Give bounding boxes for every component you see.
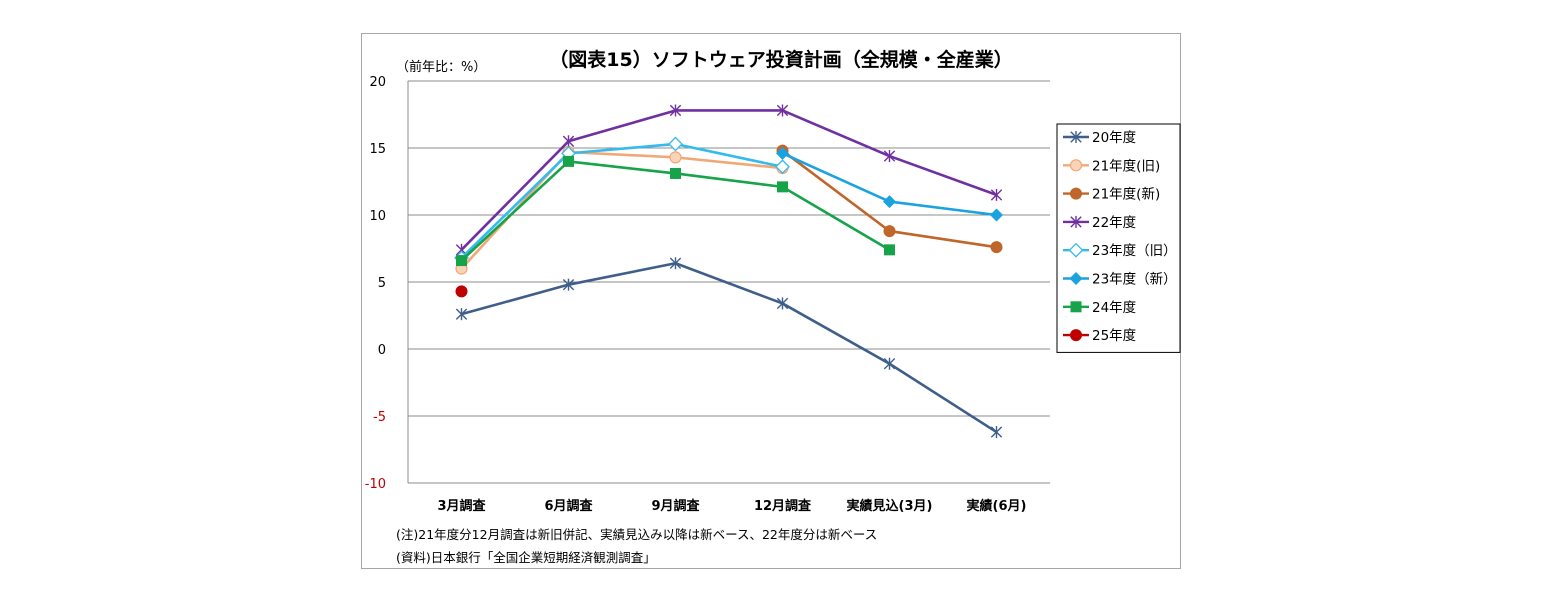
y-tick-label: -10 [365,477,386,492]
data-point [563,155,574,167]
data-point [669,104,682,117]
legend-marker [1070,329,1082,342]
y-axis-label: （前年比：%） [396,59,486,75]
data-point [775,159,790,175]
legend-label: 22年度 [1092,215,1136,231]
chart-title: （図表15）ソフトウェア投資計画（全規模・全産業） [549,48,1012,71]
data-point [883,150,896,163]
data-point [562,135,575,148]
x-tick-label: 実績見込(3月) [847,498,933,514]
legend-item: 23年度（新） [1063,272,1177,288]
data-point [670,167,681,179]
data-point [883,357,896,370]
legend-label: 21年度(旧) [1092,158,1160,174]
legend-item: 21年度(新) [1063,187,1160,203]
series-line [460,142,783,259]
legend-label: 21年度(新) [1092,187,1160,203]
legend-marker [1070,215,1082,228]
data-point [562,278,575,291]
data-point [777,181,788,193]
data-point [456,255,467,267]
series-8 [455,285,468,298]
legend: 20年度 21年度(旧) 21年度(新) 22年度 23年度（旧） 23年度（新） 24年度… [1056,123,1181,353]
legend-item: 21年度(旧) [1063,158,1160,174]
legend-item: 23年度（旧） [1063,242,1177,259]
series-2 [455,145,789,275]
data-point [668,136,683,152]
x-tick-label: 9月調査 [651,498,700,514]
series-7 [456,155,895,267]
legend-label: 24年度 [1092,300,1136,316]
legend-label: 23年度（新） [1092,272,1177,288]
legend-marker [1070,131,1082,143]
legend-marker [1070,187,1082,200]
data-point [455,308,468,321]
data-point [990,426,1003,439]
legend-marker [1068,242,1084,258]
legend-marker [1069,272,1083,285]
data-point [990,241,1003,254]
legend-label: 20年度 [1092,130,1136,146]
y-tick-label: -5 [373,410,386,425]
series-line [461,261,998,434]
data-point [669,257,682,270]
legend-item: 22年度 [1063,215,1136,231]
y-tick-label: 20 [369,75,386,90]
y-tick-label: 15 [369,142,386,157]
legend-marker [1069,159,1083,172]
series-4 [455,104,1003,256]
y-tick-label: 10 [369,209,386,224]
data-point [776,104,789,117]
legend-marker [1070,301,1082,313]
data-point [776,297,789,310]
series-6 [776,146,1003,222]
data-point [990,208,1003,222]
data-point [455,285,468,298]
legend-label: 25年度 [1092,328,1136,344]
series-5 [454,136,790,266]
legend-item: 25年度 [1063,328,1136,344]
x-tick-label: 6月調査 [544,498,593,514]
data-point [990,188,1003,201]
y-tick-label: 0 [378,343,386,358]
y-tick-label: 5 [378,276,386,291]
legend-item: 24年度 [1063,300,1136,316]
data-point [883,195,896,209]
data-point [776,146,789,160]
series-1 [455,257,1003,439]
series-line [460,109,997,251]
source-note: (資料)日本銀行「全国企業短期経済観測調査」 [396,550,656,565]
data-point [883,225,896,238]
legend-label: 23年度（旧） [1092,243,1177,259]
footnote: (注)21年度分12月調査は新旧併記、実績見込み以降は新ベース、22年度分は新ベ… [396,527,878,542]
data-point [884,244,895,256]
x-tick-label: 12月調査 [754,498,812,514]
data-point [669,151,682,164]
legend-item: 20年度 [1063,130,1136,146]
x-tick-label: 実績(6月) [967,498,1027,514]
x-tick-label: 3月調査 [437,498,486,514]
